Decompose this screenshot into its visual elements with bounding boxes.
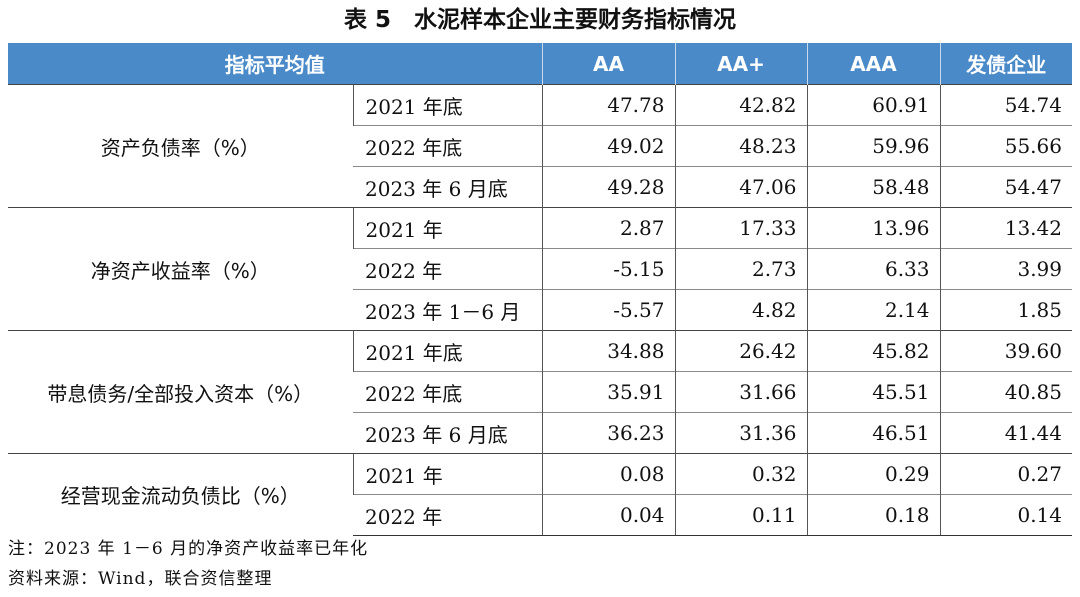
value-cell: 2.14 [806,289,940,331]
table-row: 2022 年底 49.02 48.23 59.96 55.66 [8,125,1072,167]
table-body: 资产负债率（%） 2021 年底 47.78 42.82 60.91 54.74 2022 … [8,84,1072,536]
header-aaa: AAA [806,43,940,85]
value-cell: 31.36 [674,412,807,454]
source-note: 资料来源：Wind，联合资信整理 [8,569,273,589]
header-row: 指标平均值 AA AA+ AAA 发债企业 [8,43,1072,85]
value-cell: 36.23 [541,412,675,454]
value-cell: 45.51 [806,371,940,413]
period-cell: 2022 年底 [353,125,542,167]
table-row: 经营现金流动负债比（%） 2021 年 0.08 0.32 0.29 0.27 [8,453,1072,536]
value-cell: 42.82 [674,84,807,126]
value-cell: 13.96 [806,207,940,249]
table-row: 2022 年底 35.91 31.66 45.51 40.85 [8,371,1072,413]
table-row: 带息债务/全部投入资本（%） 2021 年底 34.88 26.42 45.82 39.6… [8,330,1072,454]
table-row: 2023 年 6 月底 49.28 47.06 58.48 54.47 [8,166,1072,208]
table-row: 资产负债率（%） 2021 年底 47.78 42.82 60.91 54.74 [8,84,1072,208]
value-cell: 0.08 [541,453,675,495]
period-cell: 2023 年 1－6 月 [353,289,542,331]
value-cell: 4.82 [674,289,807,331]
table-row: 2022 年 -5.15 2.73 6.33 3.99 [8,248,1072,290]
value-cell: 45.82 [806,330,940,372]
value-cell: 59.96 [806,125,940,167]
period-cell: 2021 年底 [352,330,542,372]
value-cell: 0.14 [939,494,1072,536]
metric-label: 净资产收益率（%） [8,207,353,331]
value-cell: 1.85 [939,289,1072,331]
value-cell: 13.42 [939,207,1072,249]
value-cell: 34.88 [541,330,675,372]
period-cell: 2022 年 [353,494,542,536]
metric-label: 带息债务/全部投入资本（%） [8,330,353,454]
table-row: 2023 年 1－6 月 -5.57 4.82 2.14 1.85 [8,289,1072,331]
value-cell: 0.11 [674,494,807,536]
value-cell: 55.66 [939,125,1072,167]
table-row: 2023 年 6 月底 36.23 31.36 46.51 41.44 [8,412,1072,454]
header-issuers: 发债企业 [939,43,1072,85]
value-cell: 26.42 [674,330,807,372]
period-cell: 2022 年 [353,248,542,290]
value-cell: 46.51 [806,412,940,454]
period-cell: 2021 年 [352,453,542,495]
period-cell: 2021 年底 [352,84,542,126]
value-cell: 49.02 [541,125,675,167]
table-title: 表 5 水泥样本企业主要财务指标情况 [343,7,736,33]
metric-label: 经营现金流动负债比（%） [8,453,353,536]
value-cell: 58.48 [806,166,940,208]
value-cell: 54.74 [939,84,1072,126]
period-cell: 2022 年底 [353,371,542,413]
period-cell: 2023 年 6 月底 [353,166,542,208]
period-cell: 2021 年 [352,207,542,249]
value-cell: 3.99 [939,248,1072,290]
value-cell: -5.57 [541,289,675,331]
value-cell: 60.91 [806,84,940,126]
value-cell: 2.73 [674,248,807,290]
value-cell: 48.23 [674,125,807,167]
value-cell: -5.15 [541,248,675,290]
value-cell: 41.44 [939,412,1072,454]
financial-indicators-table: 指标平均值 AA AA+ AAA 发债企业 资产负债率（%） 2021 年底 47.… [8,43,1072,536]
header-aa: AA [541,43,675,85]
value-cell: 0.04 [541,494,675,536]
value-cell: 17.33 [674,207,807,249]
table-row: 2022 年 0.04 0.11 0.18 0.14 [8,494,1072,536]
value-cell: 39.60 [939,330,1072,372]
value-cell: 0.32 [674,453,807,495]
table-row: 净资产收益率（%） 2021 年 2.87 17.33 13.96 13.42 [8,207,1072,331]
value-cell: 31.66 [674,371,807,413]
value-cell: 0.18 [806,494,940,536]
header-aa-plus: AA+ [674,43,807,85]
value-cell: 35.91 [541,371,675,413]
value-cell: 0.27 [939,453,1072,495]
value-cell: 0.29 [806,453,940,495]
value-cell: 47.06 [674,166,807,208]
metric-label: 资产负债率（%） [8,84,353,208]
value-cell: 40.85 [939,371,1072,413]
value-cell: 47.78 [541,84,675,126]
period-cell: 2023 年 6 月底 [353,412,542,454]
value-cell: 54.47 [939,166,1072,208]
table-note: 注：2023 年 1－6 月的净资产收益率已年化 [8,539,369,559]
value-cell: 6.33 [806,248,940,290]
header-indicator: 指标平均值 [8,43,542,85]
value-cell: 49.28 [541,166,675,208]
value-cell: 2.87 [541,207,675,249]
